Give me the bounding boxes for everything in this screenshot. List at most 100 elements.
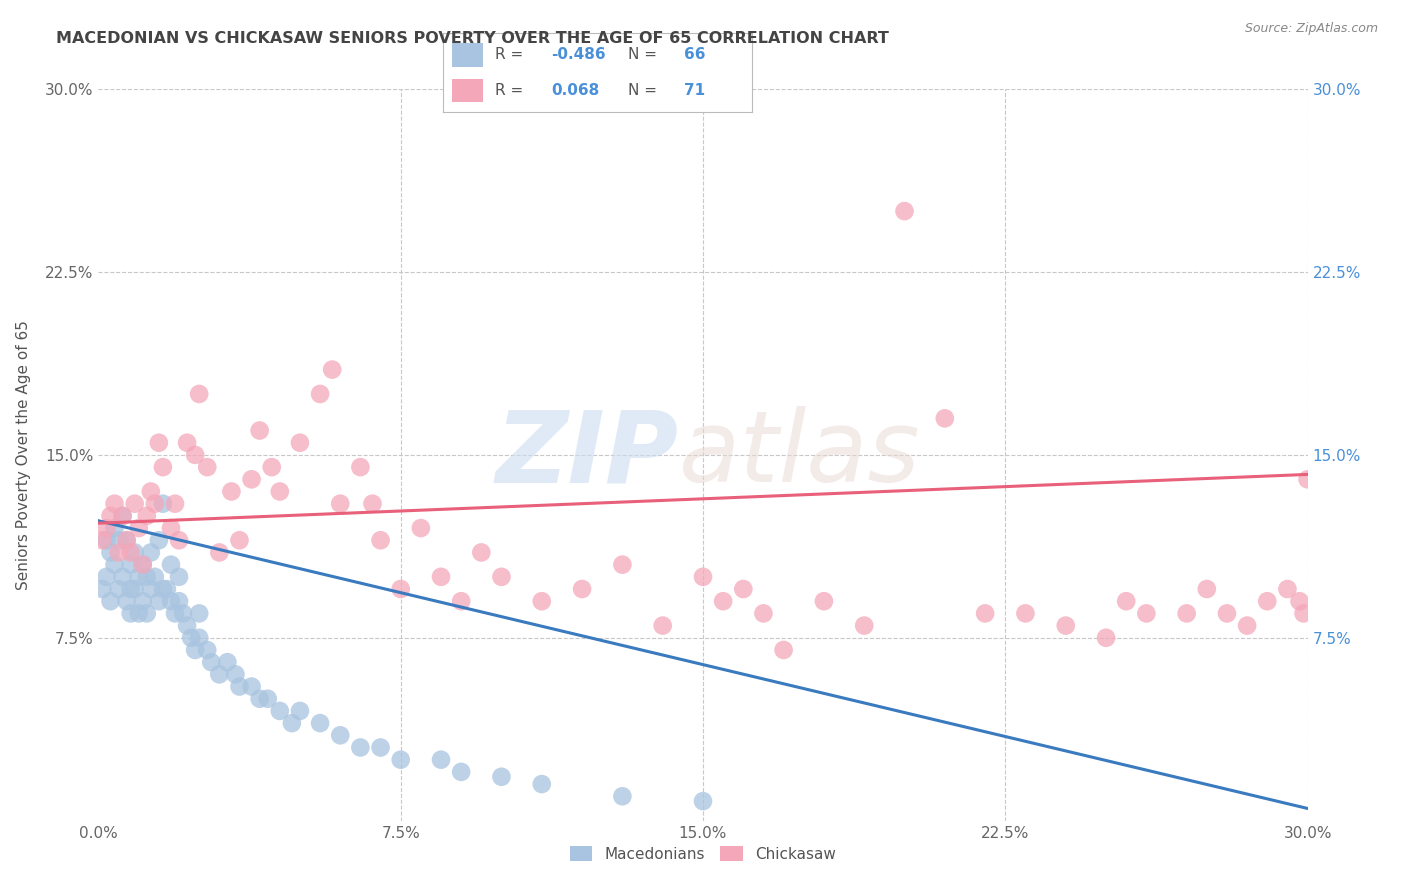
Point [249, 424, 271, 438]
Text: Source: ZipAtlas.com: Source: ZipAtlas.com [1244, 22, 1378, 36]
Point [249, 691, 271, 706]
Point [96, 521, 118, 535]
Point [329, 497, 352, 511]
Point [934, 411, 956, 425]
Point [180, 631, 202, 645]
Point [1216, 607, 1239, 621]
Point [120, 545, 142, 559]
Text: R =: R = [495, 83, 529, 98]
Point [269, 704, 291, 718]
Text: R =: R = [495, 47, 529, 62]
Y-axis label: Seniors Poverty Over the Age of 65: Seniors Poverty Over the Age of 65 [17, 320, 31, 590]
Point [107, 545, 129, 559]
Point [288, 435, 311, 450]
Point [1054, 618, 1077, 632]
Point [1115, 594, 1137, 608]
Text: 71: 71 [685, 83, 706, 98]
Point [152, 460, 174, 475]
Point [349, 740, 371, 755]
Point [188, 607, 211, 621]
Point [195, 643, 218, 657]
Text: ZIP: ZIP [496, 407, 679, 503]
Point [530, 594, 553, 608]
Point [1256, 594, 1278, 608]
Point [135, 607, 157, 621]
Point [120, 582, 142, 596]
Point [107, 582, 129, 596]
Point [228, 533, 250, 548]
Point [107, 533, 129, 548]
Point [329, 728, 352, 742]
Point [188, 387, 211, 401]
Point [135, 570, 157, 584]
Point [269, 484, 291, 499]
Point [115, 533, 138, 548]
Point [148, 435, 170, 450]
Point [172, 607, 194, 621]
Point [228, 680, 250, 694]
Point [974, 607, 997, 621]
Point [200, 655, 222, 669]
Point [221, 484, 243, 499]
Text: -0.486: -0.486 [551, 47, 606, 62]
Point [1288, 594, 1310, 608]
Point [115, 594, 138, 608]
Point [91, 533, 114, 548]
Point [1095, 631, 1118, 645]
Point [612, 558, 634, 572]
Point [163, 607, 186, 621]
Point [733, 582, 755, 596]
Point [163, 497, 186, 511]
Bar [453, 43, 484, 67]
Point [96, 570, 118, 584]
Point [111, 570, 134, 584]
Point [853, 618, 876, 632]
Point [139, 582, 162, 596]
Point [224, 667, 246, 681]
Point [115, 533, 138, 548]
Point [120, 558, 142, 572]
Point [1236, 618, 1258, 632]
Point [152, 582, 174, 596]
Point [100, 508, 122, 523]
Point [148, 533, 170, 548]
Legend: Macedonians, Chickasaw: Macedonians, Chickasaw [564, 839, 842, 868]
Text: 66: 66 [685, 47, 706, 62]
Point [389, 582, 412, 596]
Point [156, 582, 179, 596]
Text: atlas: atlas [679, 407, 921, 503]
Point [491, 770, 513, 784]
Point [167, 533, 190, 548]
Point [124, 582, 146, 596]
Point [188, 631, 211, 645]
Point [711, 594, 734, 608]
Text: 0.068: 0.068 [551, 83, 599, 98]
Point [148, 594, 170, 608]
Point [100, 545, 122, 559]
Point [103, 521, 125, 535]
Point [612, 789, 634, 804]
Text: N =: N = [628, 83, 662, 98]
Point [409, 521, 432, 535]
Point [139, 545, 162, 559]
Point [349, 460, 371, 475]
Point [135, 508, 157, 523]
Point [430, 570, 453, 584]
Point [450, 764, 472, 779]
Point [752, 607, 775, 621]
Text: MACEDONIAN VS CHICKASAW SENIORS POVERTY OVER THE AGE OF 65 CORRELATION CHART: MACEDONIAN VS CHICKASAW SENIORS POVERTY … [56, 31, 889, 46]
Point [143, 570, 166, 584]
Point [184, 643, 207, 657]
Point [111, 508, 134, 523]
Text: N =: N = [628, 47, 662, 62]
Point [1195, 582, 1218, 596]
Point [309, 387, 332, 401]
Point [132, 558, 155, 572]
Point [1014, 607, 1036, 621]
Point [103, 558, 125, 572]
Point [430, 753, 453, 767]
Point [1277, 582, 1299, 596]
Point [120, 607, 142, 621]
Point [321, 362, 343, 376]
Point [208, 667, 231, 681]
